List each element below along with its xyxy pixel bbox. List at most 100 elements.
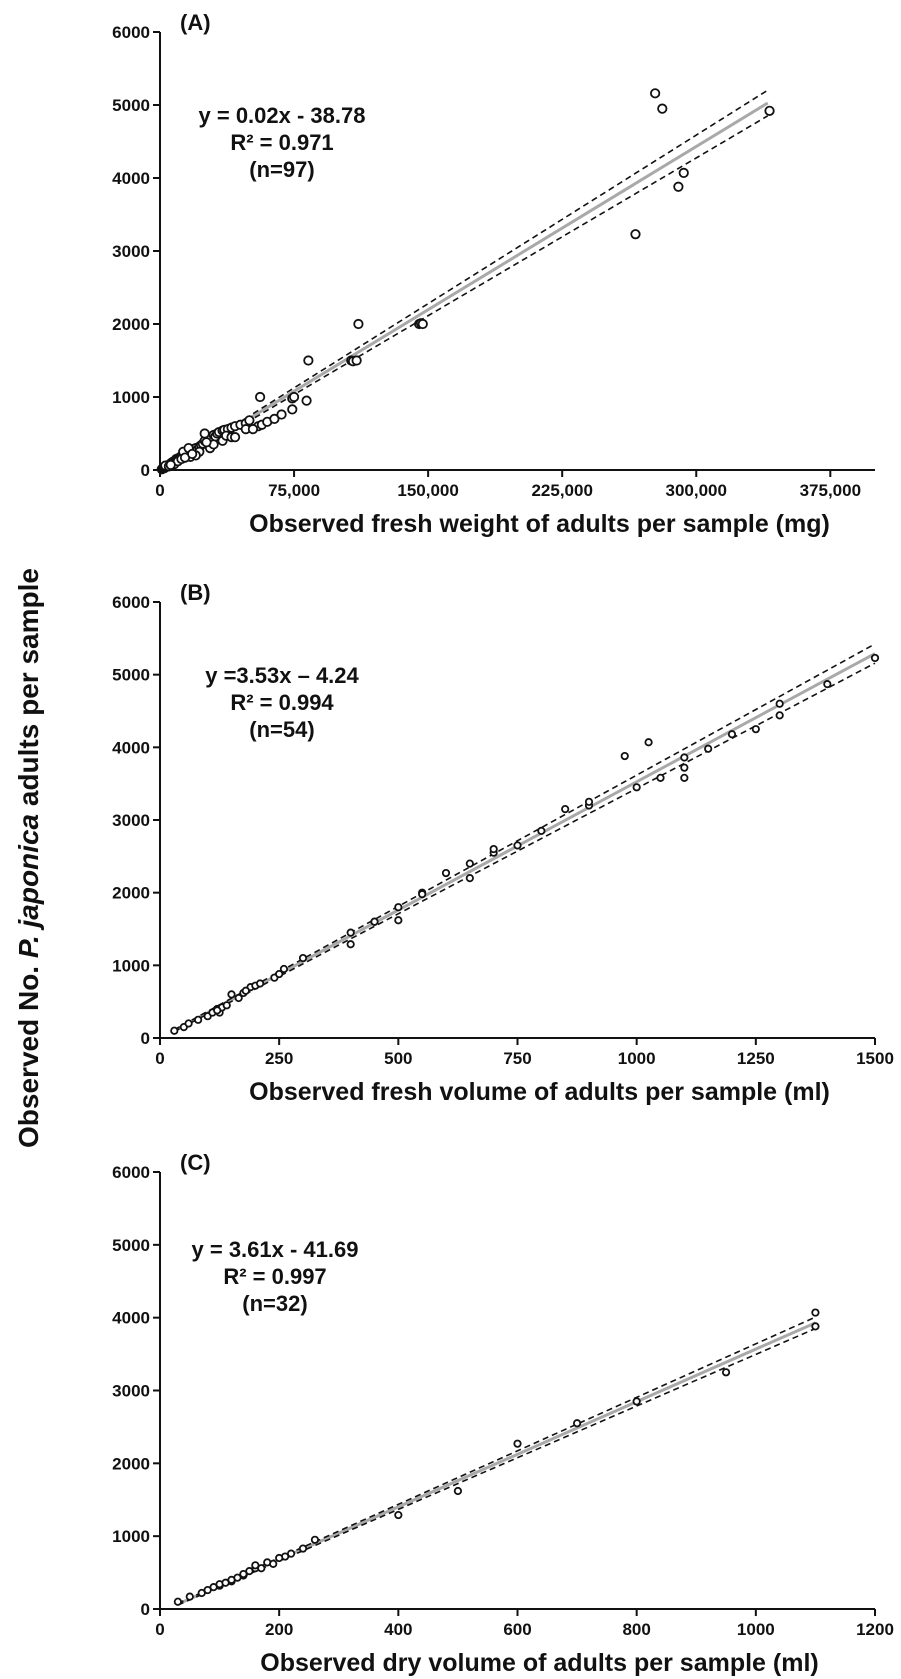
data-point — [310, 1535, 320, 1544]
data-point — [513, 841, 522, 850]
x-axis-title: Observed fresh volume of adults per samp… — [249, 1078, 830, 1106]
data-point — [673, 181, 684, 192]
lower-confidence-band — [159, 115, 769, 475]
lower-confidence-band — [173, 662, 876, 1033]
y-tick-label: 4000 — [112, 1309, 150, 1328]
y-tick-label: 4000 — [112, 738, 150, 757]
data-point — [185, 1592, 194, 1601]
data-point — [244, 415, 255, 426]
y-tick-label: 0 — [141, 1600, 150, 1619]
x-tick-label: 600 — [503, 1620, 531, 1639]
regression-equation: y = 0.02x - 38.78 — [199, 103, 366, 128]
x-tick-label: 800 — [622, 1620, 650, 1639]
data-point — [584, 797, 594, 806]
y-tick-label: 3000 — [112, 242, 150, 261]
data-point — [751, 725, 760, 734]
y-tick-label: 1000 — [112, 1527, 150, 1546]
upper-confidence-band — [173, 643, 876, 1031]
y-tick-label: 5000 — [112, 96, 150, 115]
x-tick-label: 0 — [155, 481, 164, 500]
upper-confidence-band — [177, 1316, 816, 1605]
data-point — [303, 355, 314, 366]
y-tick-label: 5000 — [112, 1236, 150, 1255]
x-tick-label: 1200 — [856, 1620, 894, 1639]
x-tick-label: 1500 — [856, 1049, 894, 1068]
y-tick-label: 4000 — [112, 169, 150, 188]
data-point — [269, 413, 280, 424]
data-point — [221, 1578, 230, 1587]
sample-size: (n=54) — [249, 717, 314, 742]
sample-size: (n=97) — [249, 157, 314, 182]
ylabel-suffix: adults per sample — [13, 568, 44, 814]
x-tick-label: 250 — [265, 1049, 293, 1068]
regression-equation: y =3.53x – 4.24 — [205, 663, 359, 688]
y-tick-label: 6000 — [112, 1163, 150, 1182]
x-tick-label: 75,000 — [268, 481, 320, 500]
data-point — [288, 391, 300, 403]
data-point — [441, 868, 451, 878]
data-point — [353, 318, 364, 330]
data-point — [680, 773, 689, 782]
data-point — [775, 699, 784, 708]
data-point — [245, 1567, 254, 1576]
data-point — [287, 404, 298, 415]
data-point — [465, 874, 474, 883]
y-tick-label: 0 — [141, 461, 150, 480]
data-point — [453, 1486, 463, 1496]
x-axis-title: Observed fresh weight of adults per samp… — [249, 510, 830, 538]
data-point — [704, 744, 713, 753]
data-point — [187, 448, 198, 460]
data-point — [165, 459, 176, 470]
data-point — [301, 395, 312, 406]
data-point — [394, 916, 403, 925]
y-tick-label: 1000 — [112, 388, 150, 407]
y-tick-label: 2000 — [112, 315, 150, 334]
data-point — [269, 1559, 278, 1568]
data-point — [351, 355, 362, 366]
x-tick-label: 200 — [265, 1620, 293, 1639]
data-point — [811, 1308, 820, 1317]
data-point — [173, 1597, 182, 1606]
x-tick-label: 0 — [155, 1049, 164, 1068]
data-point — [572, 1419, 582, 1428]
data-point — [561, 804, 570, 814]
data-point — [657, 103, 668, 114]
data-point — [678, 167, 689, 178]
data-point — [630, 229, 641, 240]
r-squared: R² = 0.994 — [230, 690, 334, 715]
shared-y-axis-label: Observed No. P. japonica adults per samp… — [13, 568, 44, 1148]
data-point — [194, 1015, 203, 1024]
y-tick-label: 1000 — [112, 956, 150, 975]
data-point — [418, 890, 427, 899]
data-point — [170, 1026, 179, 1035]
x-tick-label: 0 — [155, 1620, 164, 1639]
data-point — [229, 432, 241, 443]
panel-a: 0 1000 2000 3000 4000 5000 6000 0 75,000 150,000 2… — [112, 10, 875, 538]
data-point — [234, 993, 243, 1003]
data-point — [727, 730, 737, 739]
panel-tag: (B) — [180, 580, 211, 605]
sample-size: (n=32) — [242, 1291, 307, 1316]
data-point — [650, 88, 661, 99]
data-point — [680, 763, 689, 772]
data-point — [775, 711, 784, 720]
panel-tag: (A) — [180, 10, 211, 35]
y-tick-label: 0 — [141, 1029, 150, 1048]
data-point — [233, 1573, 242, 1582]
y-tick-label: 6000 — [112, 23, 150, 42]
ylabel-species: P. japonica — [13, 814, 44, 958]
panel-c: 0 1000 2000 3000 4000 5000 6000 0 200 400 600 800 10… — [112, 1150, 894, 1677]
data-point — [275, 969, 284, 979]
data-point — [199, 428, 210, 439]
data-point — [346, 940, 355, 949]
data-point — [680, 753, 689, 762]
data-point — [241, 986, 250, 995]
data-point — [764, 105, 775, 116]
data-point — [213, 1006, 222, 1015]
data-point — [209, 1583, 218, 1592]
panel-b: 0 1000 2000 3000 4000 5000 6000 0 250 500 750 1000 1… — [112, 580, 894, 1106]
data-point — [489, 844, 498, 854]
y-tick-label: 3000 — [112, 811, 150, 830]
r-squared: R² = 0.997 — [223, 1264, 326, 1289]
